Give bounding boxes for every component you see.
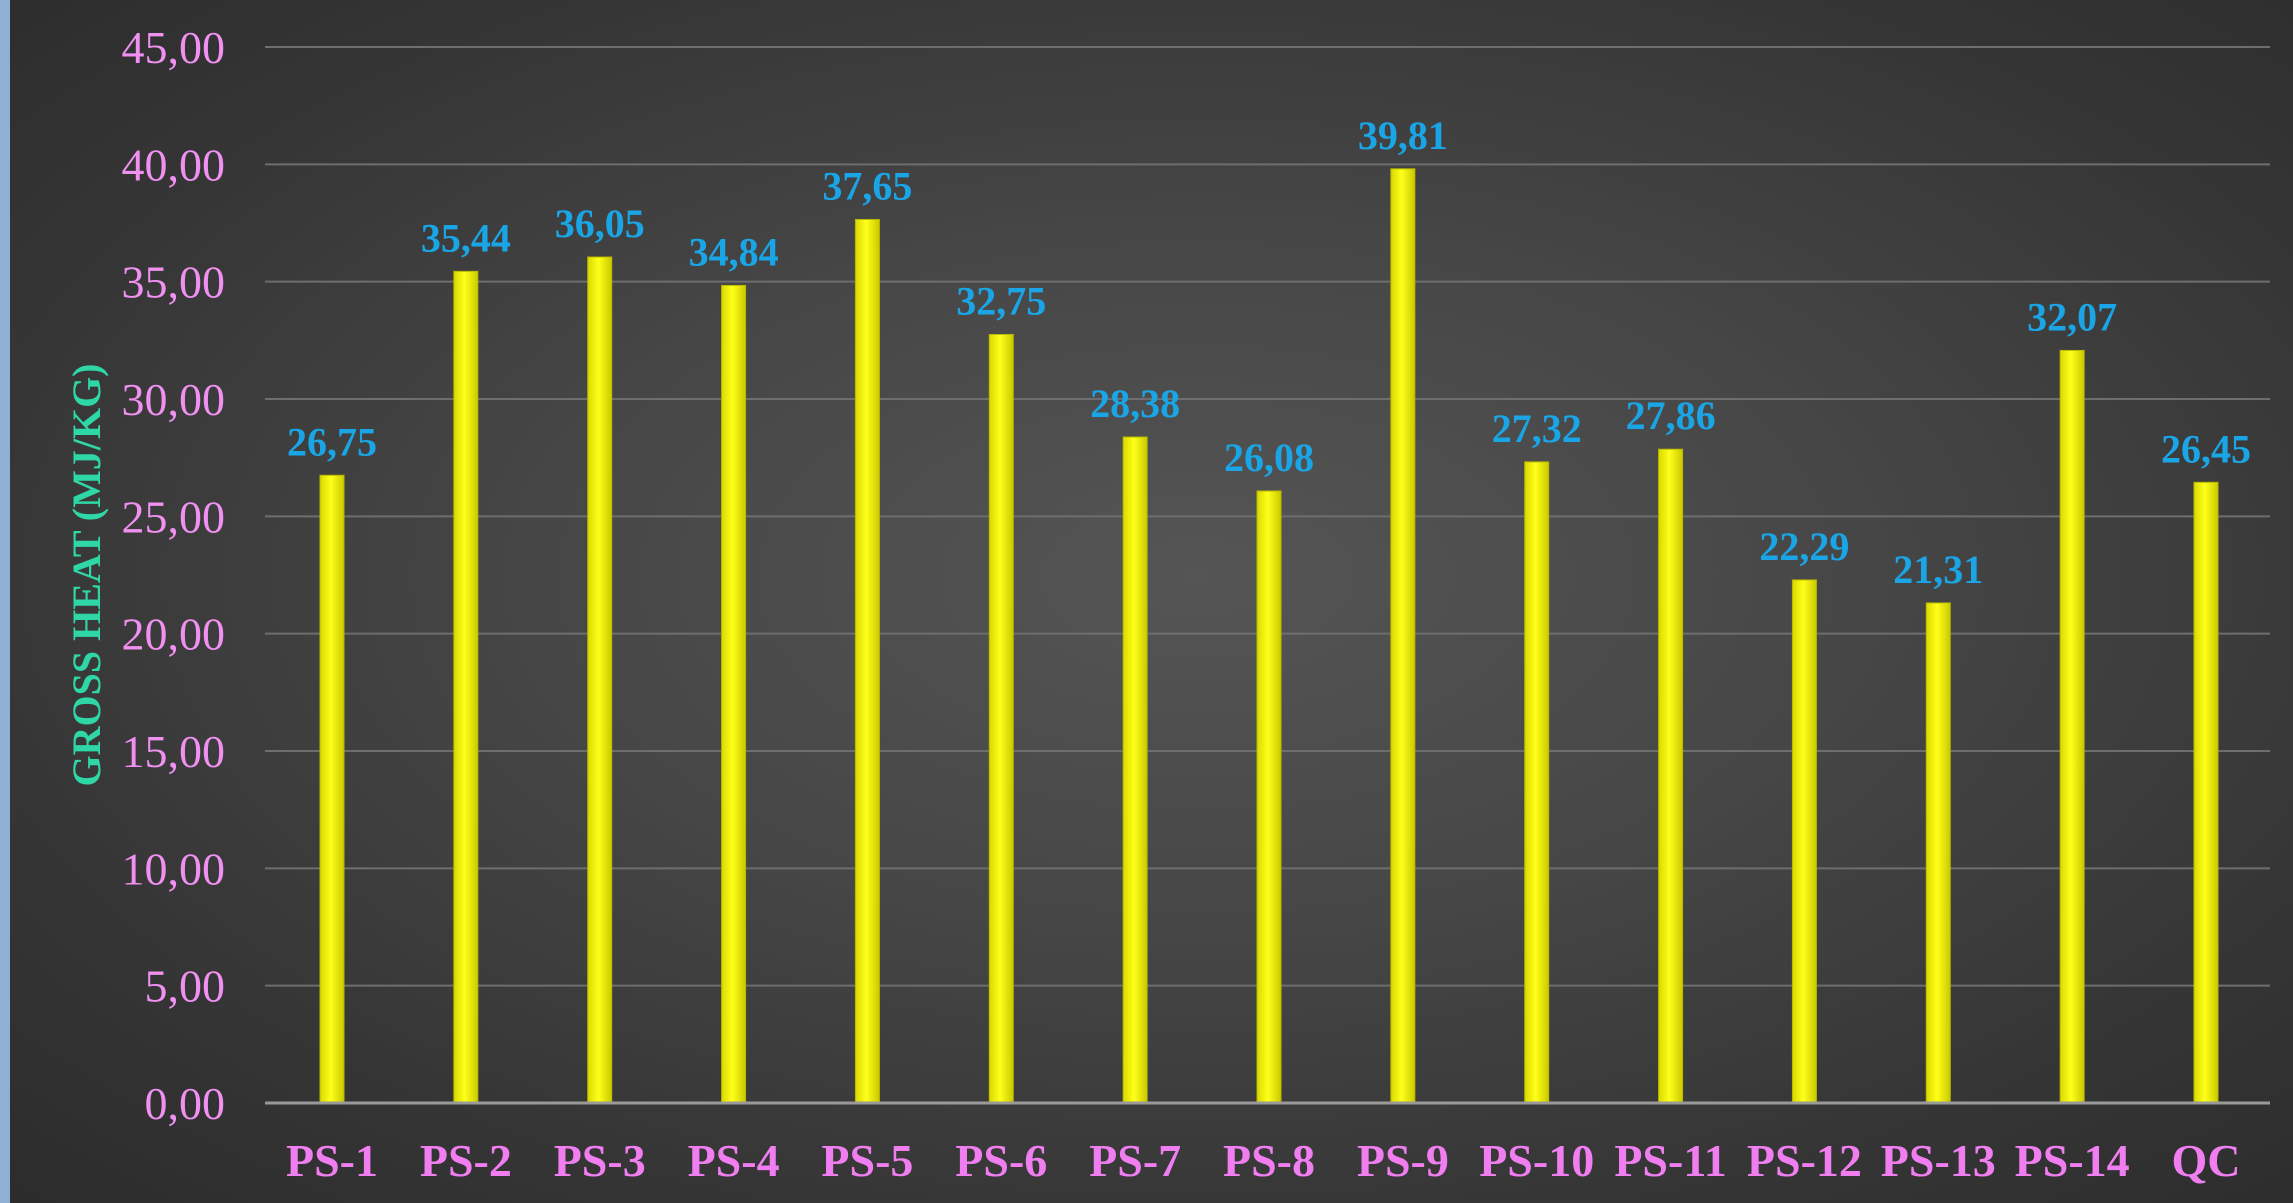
x-tick-label: PS-13 bbox=[1881, 1135, 1996, 1186]
bar-ps-3 bbox=[587, 256, 613, 1104]
x-tick-label: PS-3 bbox=[554, 1135, 646, 1186]
y-tick-label: 0,00 bbox=[145, 1078, 226, 1129]
y-tick-label: 45,00 bbox=[122, 22, 226, 73]
data-label-ps-2: 35,44 bbox=[421, 215, 511, 260]
x-tick-label: PS-2 bbox=[420, 1135, 512, 1186]
bar-ps-13 bbox=[1925, 602, 1951, 1104]
data-label-qc: 26,45 bbox=[2161, 426, 2251, 471]
data-label-ps-12: 22,29 bbox=[1759, 524, 1849, 569]
bar-ps-5 bbox=[854, 218, 880, 1104]
y-tick-label: 5,00 bbox=[145, 961, 226, 1012]
data-label-ps-5: 37,65 bbox=[822, 163, 912, 208]
x-axis-ticks: PS-1 PS-2 PS-3 PS-4 PS-5 PS-6 PS-7 PS-8 PS-9 PS-1… bbox=[286, 1135, 2241, 1186]
y-tick-label: 30,00 bbox=[122, 374, 226, 425]
x-tick-label: PS-10 bbox=[1479, 1135, 1594, 1186]
x-tick-label: PS-7 bbox=[1089, 1135, 1181, 1186]
y-axis-label: GROSS HEAT (MJ/KG) bbox=[64, 363, 109, 786]
bar-qc bbox=[2193, 481, 2219, 1104]
data-label-ps-14: 32,07 bbox=[2027, 294, 2117, 339]
data-labels: 26,75 35,44 36,05 34,84 37,65 32,75 28,38 26,08… bbox=[287, 113, 2251, 592]
y-tick-label: 10,00 bbox=[122, 843, 226, 894]
x-tick-label: PS-14 bbox=[2015, 1135, 2130, 1186]
data-label-ps-6: 32,75 bbox=[956, 278, 1046, 323]
bar-ps-8 bbox=[1256, 490, 1282, 1104]
bar-chart: 0,00 5,00 10,00 15,00 20,00 25,00 30,00 35,00 40… bbox=[64, 22, 2270, 1186]
y-axis-ticks: 0,00 5,00 10,00 15,00 20,00 25,00 30,00 35,00 40… bbox=[122, 22, 226, 1129]
data-label-ps-7: 28,38 bbox=[1090, 381, 1180, 426]
bar-ps-12 bbox=[1791, 579, 1817, 1104]
bars bbox=[319, 168, 2219, 1104]
y-tick-label: 25,00 bbox=[122, 491, 226, 542]
x-tick-label: QC bbox=[2172, 1135, 2241, 1186]
bar-ps-7 bbox=[1122, 436, 1148, 1104]
data-label-ps-13: 21,31 bbox=[1893, 547, 1983, 592]
bar-ps-6 bbox=[988, 333, 1014, 1104]
bar-ps-10 bbox=[1524, 461, 1550, 1104]
x-tick-label: PS-6 bbox=[955, 1135, 1047, 1186]
x-tick-label: PS-5 bbox=[821, 1135, 913, 1186]
data-label-ps-11: 27,86 bbox=[1626, 393, 1716, 438]
x-tick-label: PS-12 bbox=[1747, 1135, 1862, 1186]
data-label-ps-1: 26,75 bbox=[287, 419, 377, 464]
y-tick-label: 20,00 bbox=[122, 609, 226, 660]
data-label-ps-9: 39,81 bbox=[1358, 113, 1448, 158]
x-tick-label: PS-1 bbox=[286, 1135, 378, 1186]
bar-ps-1 bbox=[319, 474, 345, 1104]
x-tick-label: PS-4 bbox=[688, 1135, 780, 1186]
x-tick-label: PS-8 bbox=[1223, 1135, 1315, 1186]
bar-ps-2 bbox=[453, 270, 479, 1104]
data-label-ps-4: 34,84 bbox=[689, 229, 779, 274]
bar-ps-14 bbox=[2059, 349, 2085, 1104]
y-tick-label: 40,00 bbox=[122, 139, 226, 190]
data-label-ps-8: 26,08 bbox=[1224, 435, 1314, 480]
x-tick-label: PS-11 bbox=[1614, 1135, 1726, 1186]
x-tick-label: PS-9 bbox=[1357, 1135, 1449, 1186]
bar-ps-4 bbox=[721, 284, 747, 1104]
bar-ps-11 bbox=[1658, 448, 1684, 1104]
y-tick-label: 15,00 bbox=[122, 726, 226, 777]
bar-ps-9 bbox=[1390, 168, 1416, 1104]
data-label-ps-10: 27,32 bbox=[1492, 406, 1582, 451]
y-tick-label: 35,00 bbox=[122, 257, 226, 308]
data-label-ps-3: 36,05 bbox=[555, 201, 645, 246]
